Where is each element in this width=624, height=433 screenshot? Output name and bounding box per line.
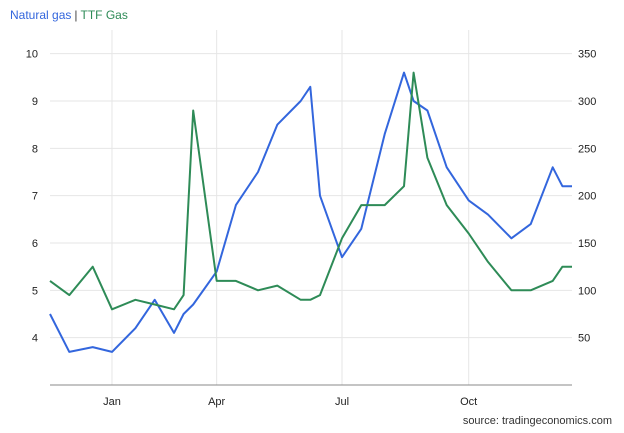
y-right-tick-label: 250 [578,143,596,155]
y-right-tick-label: 50 [578,333,590,345]
chart-legend: Natural gas | TTF Gas [10,8,128,22]
legend-natural-gas[interactable]: Natural gas [10,8,72,22]
legend-ttf-gas[interactable]: TTF Gas [80,8,128,22]
tick-layer: 4 5 6 7 8 9 10 50 100 150 200 250 300 350 Jan Apr Jul Oct [26,49,597,408]
y-left-tick-label: 10 [26,49,38,61]
legend-separator: | [74,8,78,22]
y-right-tick-label: 200 [578,191,596,203]
grid-layer [50,30,572,385]
y-left-tick-label: 8 [32,143,38,155]
x-tick-label: Apr [208,396,225,408]
y-right-tick-label: 100 [578,285,596,297]
y-left-tick-label: 7 [32,191,38,203]
source-attribution[interactable]: source: tradingeconomics.com [462,415,612,427]
y-right-tick-label: 300 [578,96,596,108]
y-left-tick-label: 4 [32,333,38,345]
x-tick-label: Jul [335,396,349,408]
series-layer [49,71,572,353]
x-tick-label: Oct [460,396,477,408]
y-left-tick-label: 9 [32,96,38,108]
series-line-natural-gas[interactable] [49,71,572,353]
y-right-tick-label: 350 [578,49,596,61]
series-line-ttf-gas[interactable] [49,71,572,311]
x-tick-label: Jan [103,396,121,408]
y-left-tick-label: 6 [32,238,38,250]
y-left-tick-label: 5 [32,285,38,297]
y-right-tick-label: 150 [578,238,596,250]
